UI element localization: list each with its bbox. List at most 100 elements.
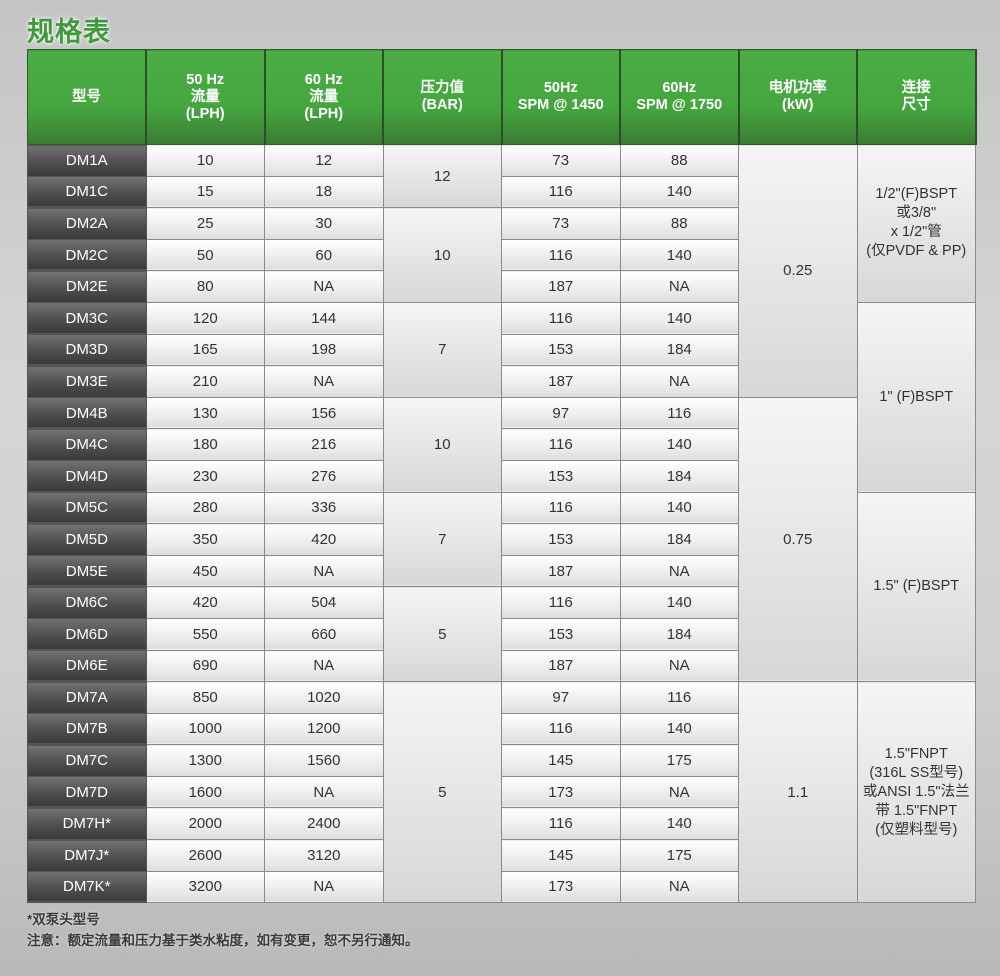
table-row: DM4B 130 156 10 97 116 0.75 — [27, 396, 976, 683]
spm-50hz-cell: 116 — [501, 712, 621, 746]
flow-50hz-cell: 15 — [145, 175, 265, 209]
model-cell: DM5C — [27, 491, 147, 525]
flow-60hz-cell: NA — [264, 554, 384, 588]
header-motor-power: 电机功率 (kW) — [738, 49, 858, 145]
flow-50hz-cell: 120 — [145, 301, 265, 335]
header-flow-60hz: 60 Hz 流量 (LPH) — [264, 49, 384, 145]
flow-60hz-cell: 420 — [264, 523, 384, 556]
flow-60hz-cell: 276 — [264, 459, 384, 493]
header-spm-60hz: 60Hz SPM @ 1750 — [619, 49, 740, 145]
table-row: DM5D 350 420 153 184 — [27, 523, 976, 556]
spm-50hz-cell: 145 — [501, 839, 621, 872]
spm-50hz-cell: 145 — [501, 744, 621, 777]
pressure-cell: 10 — [382, 207, 502, 303]
flow-50hz-cell: 1300 — [145, 744, 265, 777]
flow-60hz-cell: 1560 — [264, 744, 384, 777]
spm-50hz-cell: 173 — [501, 870, 621, 904]
flow-60hz-cell: 3120 — [264, 839, 384, 872]
spm-50hz-cell: 187 — [501, 270, 621, 303]
spec-table: 型号 50 Hz 流量 (LPH) 60 Hz 流量 (LPH) 压力值 (BAR) 50Hz SP… — [27, 49, 977, 904]
table-row: DM2C 50 60 116 140 — [27, 238, 976, 272]
page-title: 规格表 — [27, 17, 111, 47]
model-cell: DM3D — [27, 333, 147, 367]
flow-60hz-cell: 198 — [264, 333, 384, 367]
header-pressure: 压力值 (BAR) — [382, 49, 503, 145]
table-row: DM6D 550 660 153 184 — [27, 617, 976, 651]
flow-60hz-cell: 156 — [264, 396, 384, 430]
spm-60hz-cell: 184 — [619, 523, 739, 556]
flow-60hz-cell: NA — [264, 870, 384, 904]
spm-50hz-cell: 116 — [501, 428, 621, 461]
spm-60hz-cell: 184 — [619, 333, 739, 367]
header-flow-50hz: 50 Hz 流量 (LPH) — [145, 49, 266, 145]
pressure-cell: 10 — [382, 396, 502, 493]
table-row: DM2A 25 30 10 73 88 — [27, 207, 976, 303]
flow-60hz-cell: 660 — [264, 617, 384, 651]
header-row: 型号 50 Hz 流量 (LPH) 60 Hz 流量 (LPH) 压力值 (BAR) 50Hz SP… — [27, 49, 977, 145]
flow-50hz-cell: 280 — [145, 491, 265, 525]
flow-50hz-cell: 850 — [145, 681, 265, 714]
spm-60hz-cell: NA — [619, 775, 739, 809]
model-cell: DM7K* — [27, 870, 147, 904]
spm-60hz-cell: 116 — [619, 396, 739, 430]
flow-50hz-cell: 180 — [145, 428, 265, 461]
flow-60hz-cell: 30 — [264, 207, 384, 240]
model-cell: DM7C — [27, 744, 147, 777]
table-row: DM3D 165 198 153 184 — [27, 333, 976, 367]
flow-50hz-cell: 25 — [145, 207, 265, 240]
flow-50hz-cell: 350 — [145, 523, 265, 556]
spm-60hz-cell: NA — [619, 270, 739, 303]
table-row: DM3C 120 144 7 116 140 1" (F)BSPT — [27, 301, 976, 493]
spm-60hz-cell: NA — [619, 365, 739, 398]
notes: *双泵头型号 注意：额定流量和压力基于类水粘度，如有变更，恕不另行通知。 — [27, 909, 419, 951]
spm-60hz-cell: NA — [619, 870, 739, 904]
flow-60hz-cell: 2400 — [264, 807, 384, 841]
spm-50hz-cell: 73 — [501, 144, 621, 177]
flow-60hz-cell: 1200 — [264, 712, 384, 746]
model-cell: DM4B — [27, 396, 147, 430]
flow-60hz-cell: 1020 — [264, 681, 384, 714]
spm-60hz-cell: 140 — [619, 807, 739, 841]
spm-60hz-cell: 140 — [619, 428, 739, 461]
table-row: DM1C 15 18 116 140 — [27, 175, 976, 209]
spm-50hz-cell: 116 — [501, 586, 621, 619]
table-row: DM7B 1000 1200 116 140 — [27, 712, 976, 746]
table-row: DM5E 450 NA 187 NA — [27, 554, 976, 588]
flow-50hz-cell: 10 — [145, 144, 265, 177]
flow-60hz-cell: NA — [264, 649, 384, 683]
table-row: DM4D 230 276 153 184 — [27, 459, 976, 493]
header-model: 型号 — [27, 49, 147, 145]
connection-size-cell: 1/2"(F)BSPT 或3/8" x 1/2"管 (仅PVDF & PP) — [856, 144, 976, 303]
spm-50hz-cell: 116 — [501, 175, 621, 209]
header-spm-50hz: 50Hz SPM @ 1450 — [501, 49, 621, 145]
motor-power-cell: 0.25 — [738, 144, 858, 398]
flow-60hz-cell: 12 — [264, 144, 384, 177]
spm-50hz-cell: 97 — [501, 396, 621, 430]
spm-60hz-cell: 175 — [619, 839, 739, 872]
table-row: DM7C 1300 1560 145 175 — [27, 744, 976, 777]
flow-50hz-cell: 210 — [145, 365, 265, 398]
model-cell: DM3E — [27, 365, 147, 398]
disclaimer: 注意：额定流量和压力基于类水粘度，如有变更，恕不另行通知。 — [27, 933, 419, 948]
flow-50hz-cell: 1600 — [145, 775, 265, 809]
spm-60hz-cell: 88 — [619, 144, 739, 177]
spm-60hz-cell: 88 — [619, 207, 739, 240]
connection-size-cell: 1.5"FNPT (316L SS型号) 或ANSI 1.5"法兰 带 1.5"… — [856, 681, 976, 904]
header-connection-size: 连接 尺寸 — [856, 49, 977, 145]
flow-50hz-cell: 50 — [145, 238, 265, 272]
spm-60hz-cell: 175 — [619, 744, 739, 777]
spm-60hz-cell: 184 — [619, 459, 739, 493]
flow-50hz-cell: 1000 — [145, 712, 265, 746]
model-cell: DM4C — [27, 428, 147, 461]
footnote: *双泵头型号 — [27, 912, 100, 927]
table-row: DM5C 280 336 7 116 140 1.5" (F)BSPT — [27, 491, 976, 683]
flow-50hz-cell: 2600 — [145, 839, 265, 872]
connection-size-cell: 1.5" (F)BSPT — [856, 491, 976, 683]
flow-50hz-cell: 2000 — [145, 807, 265, 841]
flow-50hz-cell: 130 — [145, 396, 265, 430]
model-cell: DM4D — [27, 459, 147, 493]
spm-50hz-cell: 116 — [501, 491, 621, 525]
model-cell: DM2C — [27, 238, 147, 272]
spm-50hz-cell: 153 — [501, 459, 621, 493]
spm-50hz-cell: 97 — [501, 681, 621, 714]
